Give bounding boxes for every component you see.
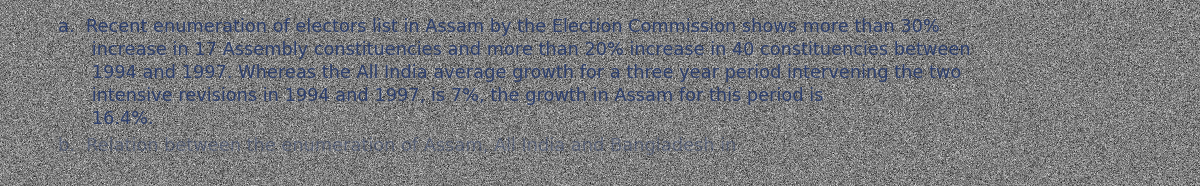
Text: 16.4%.: 16.4%. bbox=[58, 110, 154, 128]
Text: 1994 and 1997. Whereas the All India average growth for a three year period inte: 1994 and 1997. Whereas the All India ave… bbox=[58, 64, 961, 82]
Text: a.  Recent enumeration of electors list in Assam by the Election Commission show: a. Recent enumeration of electors list i… bbox=[58, 18, 940, 36]
Text: b.  Relation between the enumeration of Assam, All India and Bangladesh in: b. Relation between the enumeration of A… bbox=[58, 137, 736, 155]
Text: increase in 17 Assembly constituencies and more than 20% increase in 40 constitu: increase in 17 Assembly constituencies a… bbox=[58, 41, 971, 59]
Text: intensive revisions in 1994 and 1997, is 7%, the growth in Assam for this period: intensive revisions in 1994 and 1997, is… bbox=[58, 87, 823, 105]
